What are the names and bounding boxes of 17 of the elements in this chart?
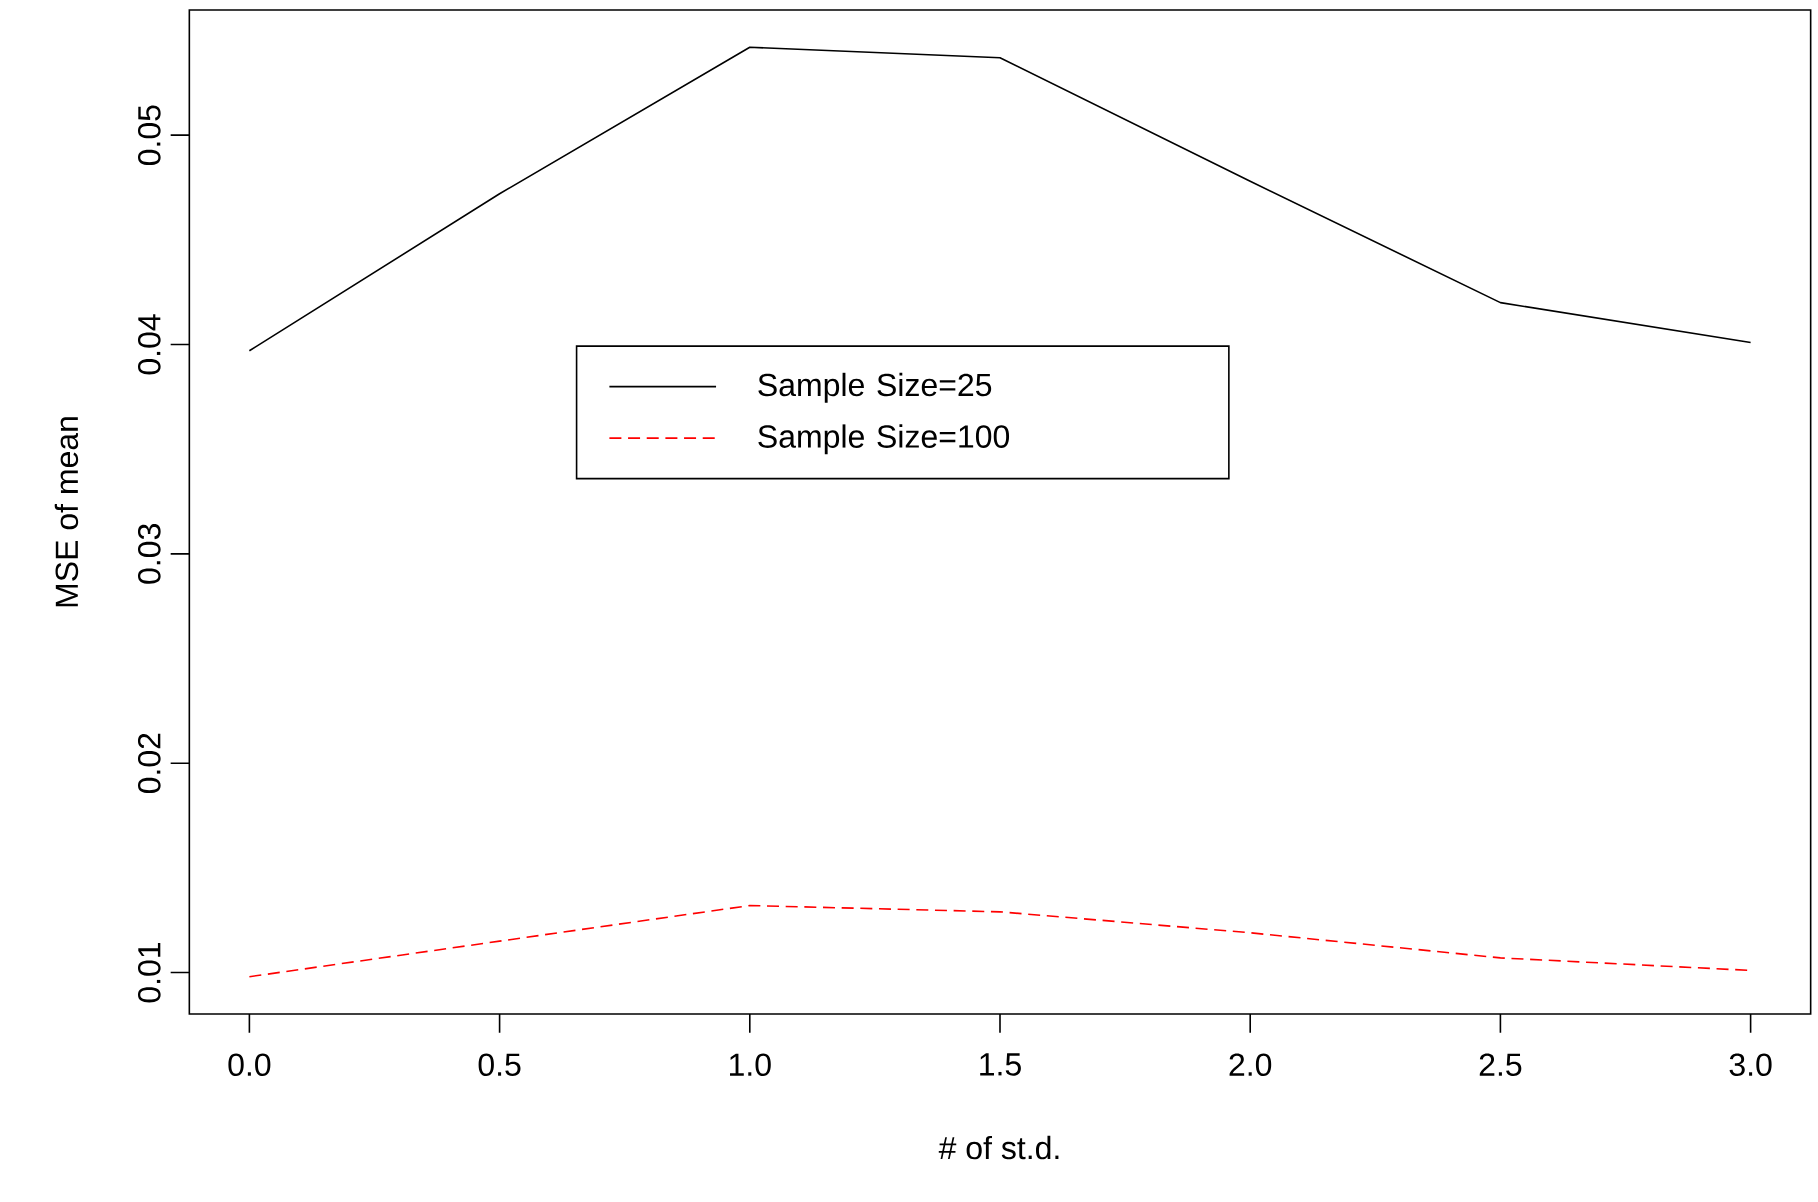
x-tick-label: 2.5 (1479, 1053, 1522, 1077)
x-tick-label: 1.5 (980, 1053, 1021, 1076)
legend-label: Sample Size=100 (758, 424, 1010, 455)
legend-label: Sample Size=25 (758, 372, 992, 403)
y-axis-title: MSE of mean (54, 417, 79, 607)
x-tick-label: 3.0 (1729, 1053, 1772, 1077)
line-series (248, 46, 1752, 352)
y-tick-label: 0.02 (137, 733, 161, 794)
x-tick-label: 0.5 (478, 1053, 521, 1077)
y-tick-label: 0.03 (137, 524, 161, 584)
y-tick-label: 0.01 (137, 942, 161, 1003)
y-tick-label: 0.05 (137, 105, 161, 166)
x-axis-title: # of st.d. (938, 1135, 1059, 1160)
x-tick-label: 1.0 (730, 1053, 771, 1077)
x-tick-label: 0.0 (228, 1053, 271, 1077)
y-tick-label: 0.04 (137, 314, 161, 375)
x-tick-label: 2.0 (1229, 1053, 1272, 1077)
